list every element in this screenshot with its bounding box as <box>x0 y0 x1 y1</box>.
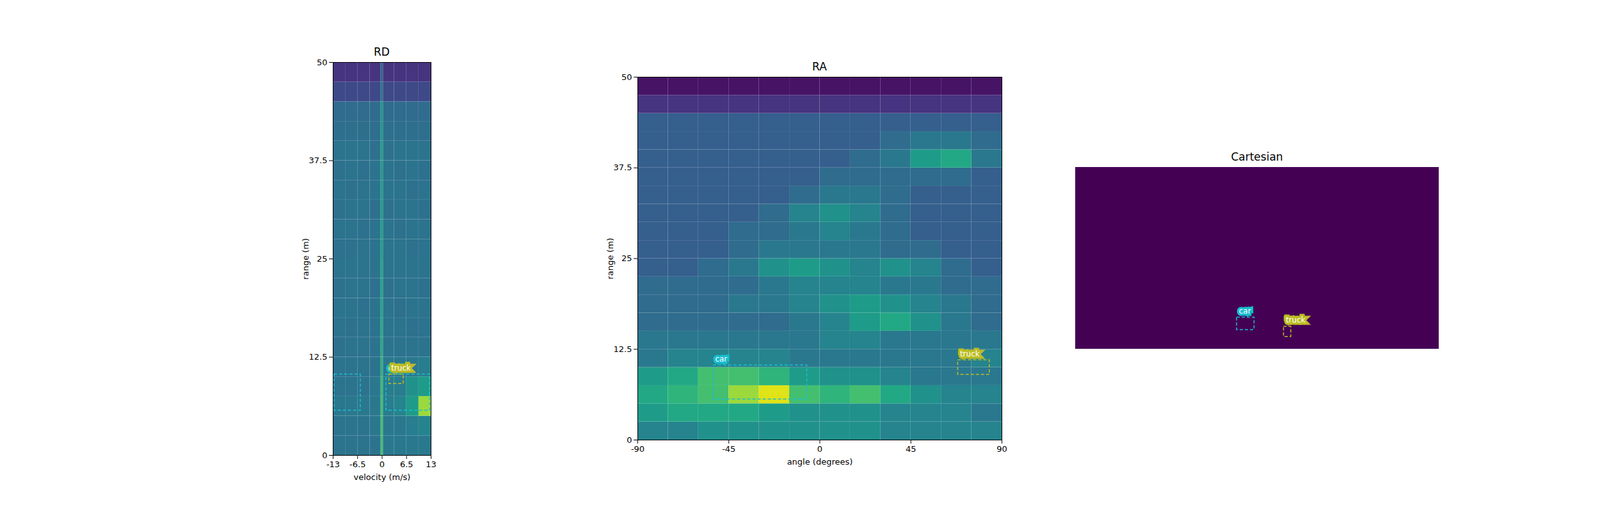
svg-text:50: 50 <box>621 72 633 82</box>
svg-text:0: 0 <box>626 435 632 445</box>
svg-text:90: 90 <box>996 444 1008 454</box>
svg-text:37.5: 37.5 <box>613 162 633 173</box>
html-text:RA: RA <box>812 60 827 73</box>
svg-text:25: 25 <box>621 253 633 264</box>
svg-text:37.5: 37.5 <box>309 155 328 166</box>
svg-text:angle (degrees): angle (degrees) <box>787 456 854 467</box>
svg-text:12.5: 12.5 <box>613 344 633 354</box>
svg-text:car: car <box>714 354 728 364</box>
svg-text:-6.5: -6.5 <box>349 459 366 470</box>
svg-text:45: 45 <box>905 444 917 454</box>
svg-text:13: 13 <box>425 459 437 470</box>
svg-text:-13: -13 <box>326 459 340 470</box>
svg-text:range (m): range (m) <box>300 238 311 280</box>
svg-text:25: 25 <box>316 254 328 264</box>
svg-text:car: car <box>1239 306 1252 316</box>
svg-text:0: 0 <box>321 450 328 461</box>
svg-text:truck: truck <box>391 363 411 373</box>
svg-text:truck: truck <box>960 349 980 359</box>
html-text:Cartesian: Cartesian <box>1230 150 1283 164</box>
svg-text:velocity (m/s): velocity (m/s) <box>353 472 411 482</box>
svg-text:truck: truck <box>1285 315 1306 325</box>
svg-text:12.5: 12.5 <box>309 352 328 362</box>
svg-text:0: 0 <box>379 459 385 470</box>
svg-text:-90: -90 <box>631 444 645 454</box>
html-text:RD: RD <box>373 45 390 59</box>
svg-text:6.5: 6.5 <box>400 459 414 470</box>
svg-text:range (m): range (m) <box>605 238 616 280</box>
svg-text:-45: -45 <box>721 444 736 454</box>
svg-text:0: 0 <box>817 444 823 454</box>
svg-text:50: 50 <box>316 57 328 68</box>
